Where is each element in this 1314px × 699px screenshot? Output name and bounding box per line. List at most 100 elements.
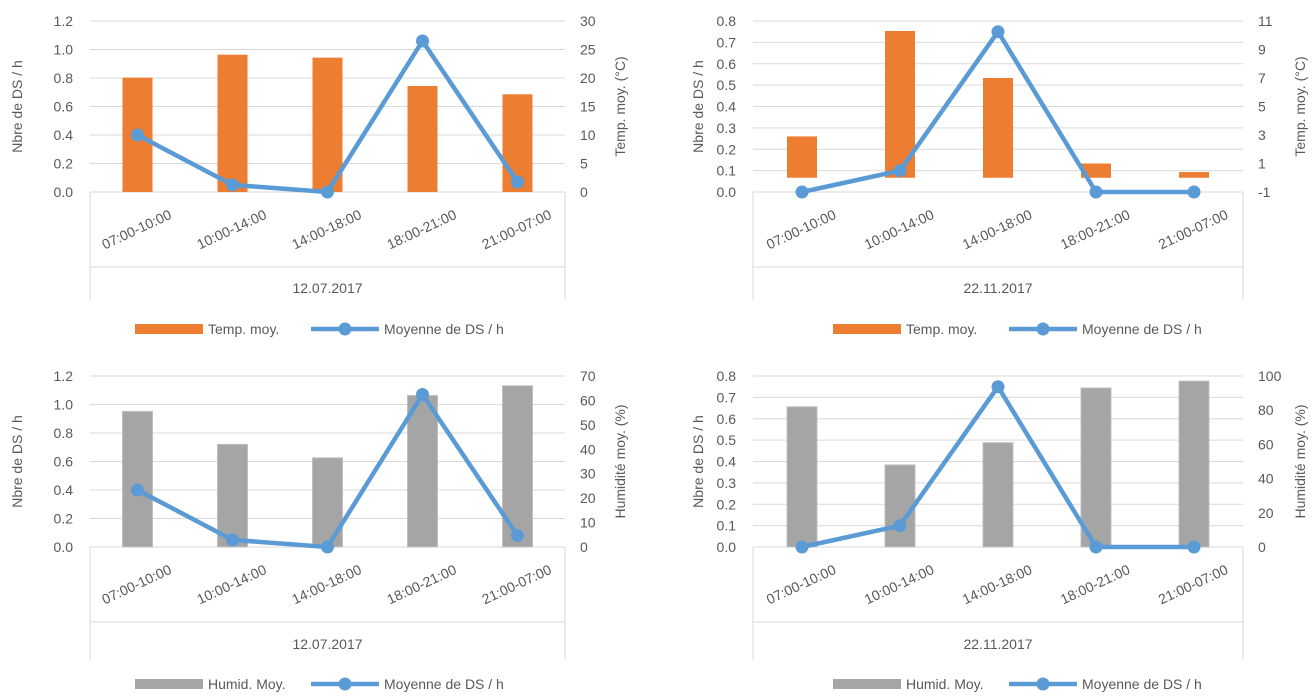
left-tick-label: 0.0 xyxy=(717,539,737,555)
chart-1: 0.0 0.2 0.4 0.6 0.8 1.0 1.2 0 5 10 15 20 25 30 Nbre de… xyxy=(9,13,628,337)
y2-axis-label: Temp. moy. (°C) xyxy=(612,56,628,156)
left-tick-label: 0.7 xyxy=(717,389,737,405)
bar xyxy=(1080,387,1112,548)
bar xyxy=(312,57,343,193)
left-tick-label: 0.2 xyxy=(54,511,74,527)
left-tick-label: 0.7 xyxy=(717,34,737,50)
left-tick-label: 0.8 xyxy=(717,13,737,29)
legend-label: Temp. moy. xyxy=(906,321,977,337)
right-tick-label: 5 xyxy=(580,156,588,172)
right-tick-label: 60 xyxy=(580,392,596,408)
bar xyxy=(217,54,248,193)
bar xyxy=(122,410,153,548)
bar xyxy=(982,442,1014,548)
left-tick-label: 0.2 xyxy=(717,496,737,512)
line-point xyxy=(991,380,1005,394)
date-label: 22.11.2017 xyxy=(963,636,1032,652)
right-tick-label: 0 xyxy=(580,184,588,200)
line-point xyxy=(511,529,524,543)
right-tick-label: 30 xyxy=(580,13,596,29)
left-tick-label: 0.2 xyxy=(54,156,74,172)
line-point xyxy=(131,128,144,142)
left-tick-label: 0.0 xyxy=(54,539,74,555)
legend-label: Moyenne de DS / h xyxy=(1082,676,1202,692)
right-tick-label: 0 xyxy=(580,539,588,555)
left-tick-label: 1.0 xyxy=(54,42,74,58)
bar xyxy=(884,464,916,548)
line-point xyxy=(321,540,334,554)
right-tick-label: 70 xyxy=(580,368,596,384)
y2-axis-label: Humidité moy. (%) xyxy=(612,404,628,518)
line-point xyxy=(1089,540,1103,554)
category-label: 07:00-10:00 xyxy=(99,206,174,252)
category-label: 10:00-14:00 xyxy=(862,206,937,252)
right-tick-label: 10 xyxy=(580,127,596,143)
bar xyxy=(787,136,817,178)
left-tick-label: 0.8 xyxy=(717,368,737,384)
bar xyxy=(217,443,248,548)
category-label: 21:00-07:00 xyxy=(1156,561,1231,607)
right-tick-label: 9 xyxy=(1258,42,1266,58)
chart-2: 0.0 0.1 0.2 0.3 0.4 0.5 0.6 0.7 0.8 -1 1 3 5 7 9 11 Nbre… xyxy=(690,13,1308,337)
date-label: 12.07.2017 xyxy=(292,280,362,296)
line-point xyxy=(795,185,809,199)
line-point xyxy=(321,185,334,199)
right-tick-label: 0 xyxy=(1258,539,1266,555)
left-tick-label: 0.8 xyxy=(54,70,74,86)
legend: Humid. Moy. Moyenne de DS / h xyxy=(135,676,504,692)
category-label: 21:00-07:00 xyxy=(479,561,554,607)
legend-swatch-bar xyxy=(135,324,203,334)
legend-swatch-marker xyxy=(338,677,352,691)
left-tick-label: 0.6 xyxy=(717,411,737,427)
left-tick-label: 0.0 xyxy=(54,184,74,200)
y-axis-label: Nbre de DS / h xyxy=(9,415,25,508)
left-tick-label: 0.1 xyxy=(717,163,737,179)
legend-label: Humid. Moy. xyxy=(208,676,286,692)
left-tick-label: 0.2 xyxy=(717,141,737,157)
legend-label: Moyenne de DS / h xyxy=(384,321,504,337)
legend-label: Moyenne de DS / h xyxy=(384,676,504,692)
y2-axis-label: Temp. moy. (°C) xyxy=(1292,56,1308,156)
category-label: 07:00-10:00 xyxy=(764,206,839,252)
right-tick-label: 80 xyxy=(1258,402,1274,418)
left-tick-label: 1.2 xyxy=(54,368,74,384)
left-tick-label: 1.2 xyxy=(54,13,74,29)
date-label: 12.07.2017 xyxy=(292,636,362,652)
right-tick-label: -1 xyxy=(1258,184,1271,200)
right-tick-label: 100 xyxy=(1258,368,1282,384)
bar xyxy=(1179,172,1209,178)
line-point xyxy=(226,178,239,192)
right-tick-label: 30 xyxy=(580,466,596,482)
line-point xyxy=(893,519,907,533)
legend-swatch-bar xyxy=(833,679,901,689)
legend: Temp. moy. Moyenne de DS / h xyxy=(135,321,504,337)
y-axis-label: Nbre de DS / h xyxy=(690,415,706,508)
legend: Temp. moy. Moyenne de DS / h xyxy=(833,321,1202,337)
category-label: 14:00-18:00 xyxy=(960,561,1035,607)
category-label: 14:00-18:00 xyxy=(960,206,1035,252)
right-tick-label: 20 xyxy=(1258,505,1274,521)
left-tick-label: 0.4 xyxy=(54,127,74,143)
legend-swatch-marker xyxy=(338,322,352,336)
legend-label: Moyenne de DS / h xyxy=(1082,321,1202,337)
legend: Humid. Moy. Moyenne de DS / h xyxy=(833,676,1202,692)
right-tick-label: 7 xyxy=(1258,70,1266,86)
bar xyxy=(1178,380,1210,548)
category-label: 18:00-21:00 xyxy=(1058,206,1133,252)
right-tick-label: 40 xyxy=(1258,471,1274,487)
right-tick-label: 3 xyxy=(1258,127,1266,143)
legend-swatch-bar xyxy=(833,324,901,334)
chart-3: 0.0 0.2 0.4 0.6 0.8 1.0 1.2 0 10 20 30 40 50 60 70 Nbre… xyxy=(9,368,628,692)
category-label: 21:00-07:00 xyxy=(479,206,554,252)
left-tick-label: 0.5 xyxy=(717,432,737,448)
right-tick-label: 20 xyxy=(580,70,596,86)
category-label: 18:00-21:00 xyxy=(1058,561,1133,607)
left-tick-label: 0.4 xyxy=(717,454,737,470)
left-tick-label: 0.3 xyxy=(717,120,737,136)
line-point xyxy=(795,540,809,554)
category-label: 10:00-14:00 xyxy=(862,561,937,607)
legend-label: Humid. Moy. xyxy=(906,676,984,692)
category-label: 07:00-10:00 xyxy=(764,561,839,607)
left-tick-label: 0.6 xyxy=(54,454,74,470)
